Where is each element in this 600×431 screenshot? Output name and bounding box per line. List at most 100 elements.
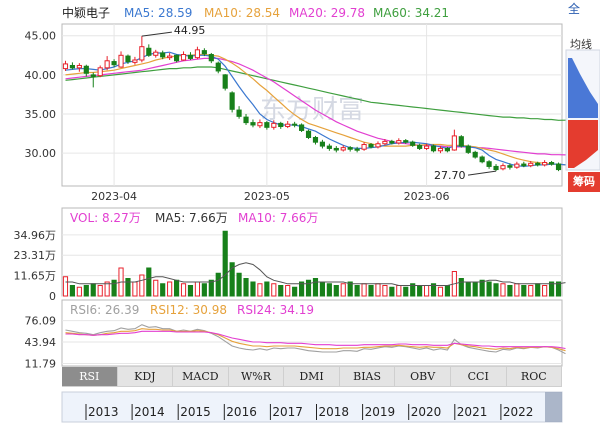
candle-down [278,122,284,128]
volume-bar-up [382,285,388,297]
rsi-legend-item: RSI6: 26.39 [70,303,139,317]
price-tick-label: 45.00 [25,30,57,43]
volume-bar-down [215,272,221,297]
volume-bar-down [535,283,541,297]
date-tick-label: 2023-05 [244,190,290,203]
volume-bar-down [83,285,89,297]
rsi12-line [65,328,566,352]
fullscreen-icon[interactable]: 全 [568,2,581,16]
volume-bar-down [229,262,235,297]
candle-down [354,148,360,151]
candle-down [312,136,319,143]
rsi-tick-label: 76.09 [25,315,57,328]
volume-bar-up [97,285,103,297]
tab-obv[interactable]: OBV [395,367,451,386]
volume-bar-down [250,281,256,297]
volume-bar-down [201,283,207,297]
candle-up [500,165,506,170]
candle-down [250,122,256,126]
volume-bar-down [347,281,353,297]
candle-up [139,46,145,61]
tab-macd[interactable]: MACD [173,367,229,386]
high-marker-line [141,31,172,37]
volume-bar-down [160,283,166,297]
tab-roc[interactable]: ROC [507,367,563,386]
candle-down [458,136,464,147]
volume-bar-up [139,274,145,297]
volume-bar-down [479,279,485,297]
candle-up [437,147,444,152]
candle-up [257,122,263,127]
candle-down [333,147,339,151]
candle-down [347,147,353,150]
candle-down [410,141,416,146]
candle-up [424,145,430,149]
candle-down [292,123,298,126]
watermark-text: 东方财富 [260,95,364,125]
indicator-tabbar: RSI KDJ MACD W%R DMI BIAS OBV CCI ROC [62,366,563,387]
volume-bar-down [187,285,194,297]
rsi-legend-item: RSI24: 34.19 [237,303,314,317]
candle-down [236,109,242,117]
candle-up [396,140,402,144]
candle-down [368,144,374,148]
candle-down [160,52,166,58]
volume-bar-down [354,285,360,297]
tab-wr[interactable]: W%R [229,367,285,386]
volume-bar-down [333,285,339,297]
timeline-year-label: 2013 [88,405,119,419]
volume-legend-item: MA10: 7.66万 [238,211,318,225]
tab-bias[interactable]: BIAS [340,367,396,386]
candle-down [264,122,270,128]
rsi-legend-item: RSI12: 30.98 [150,303,227,317]
volume-bar-down [319,281,326,297]
candle-up [97,67,103,77]
candle-down [201,50,207,55]
ma20-line [65,57,566,156]
candle-down [215,62,221,72]
candle-up [514,163,520,168]
candle-down [174,54,180,62]
volume-bar-down [222,230,228,297]
volume-legend-item: MA5: 7.66万 [155,211,228,225]
candle-down [125,55,131,63]
candle-down [472,151,478,158]
volume-bar-up [340,283,346,297]
volume-bar-up [76,286,82,297]
candle-down [299,124,305,131]
ma60-line [65,66,566,121]
rsi-tick-label: 11.79 [25,357,57,370]
candle-down [465,145,471,153]
candle-up [118,54,124,68]
volume-bar-up [437,286,444,297]
tab-cci[interactable]: CCI [451,367,507,386]
price-tick-label: 30.00 [25,147,57,160]
rsi-tick-label: 43.94 [25,336,57,349]
volume-bar-down [208,279,214,297]
volume-bar-down [90,283,96,297]
volume-legend-item: VOL: 8.27万 [70,211,141,225]
volume-bar-up [167,281,173,297]
tab-dmi[interactable]: DMI [284,367,340,386]
volume-bar-down [549,281,555,297]
tab-kdj[interactable]: KDJ [118,367,174,386]
tab-rsi[interactable]: RSI [62,367,118,386]
volume-bar-down [417,285,423,297]
candle-up [132,59,138,63]
candle-down [535,162,541,166]
candle-up [194,49,200,59]
candle-up [340,147,346,151]
candle-down [507,165,513,168]
candle-down [417,144,423,149]
candle-up [528,162,534,167]
timeline-year-label: 2014 [134,405,165,419]
candle-down [229,92,235,110]
chip-distribution-button[interactable]: 筹码 [568,172,600,192]
volume-bar-up [62,276,69,297]
volume-bar-down [465,281,471,297]
volume-bar-up [528,285,534,297]
candle-down [493,165,499,171]
volume-tick-label: 0 [49,290,56,303]
candle-down [479,156,485,163]
rsi24-line [65,330,566,350]
